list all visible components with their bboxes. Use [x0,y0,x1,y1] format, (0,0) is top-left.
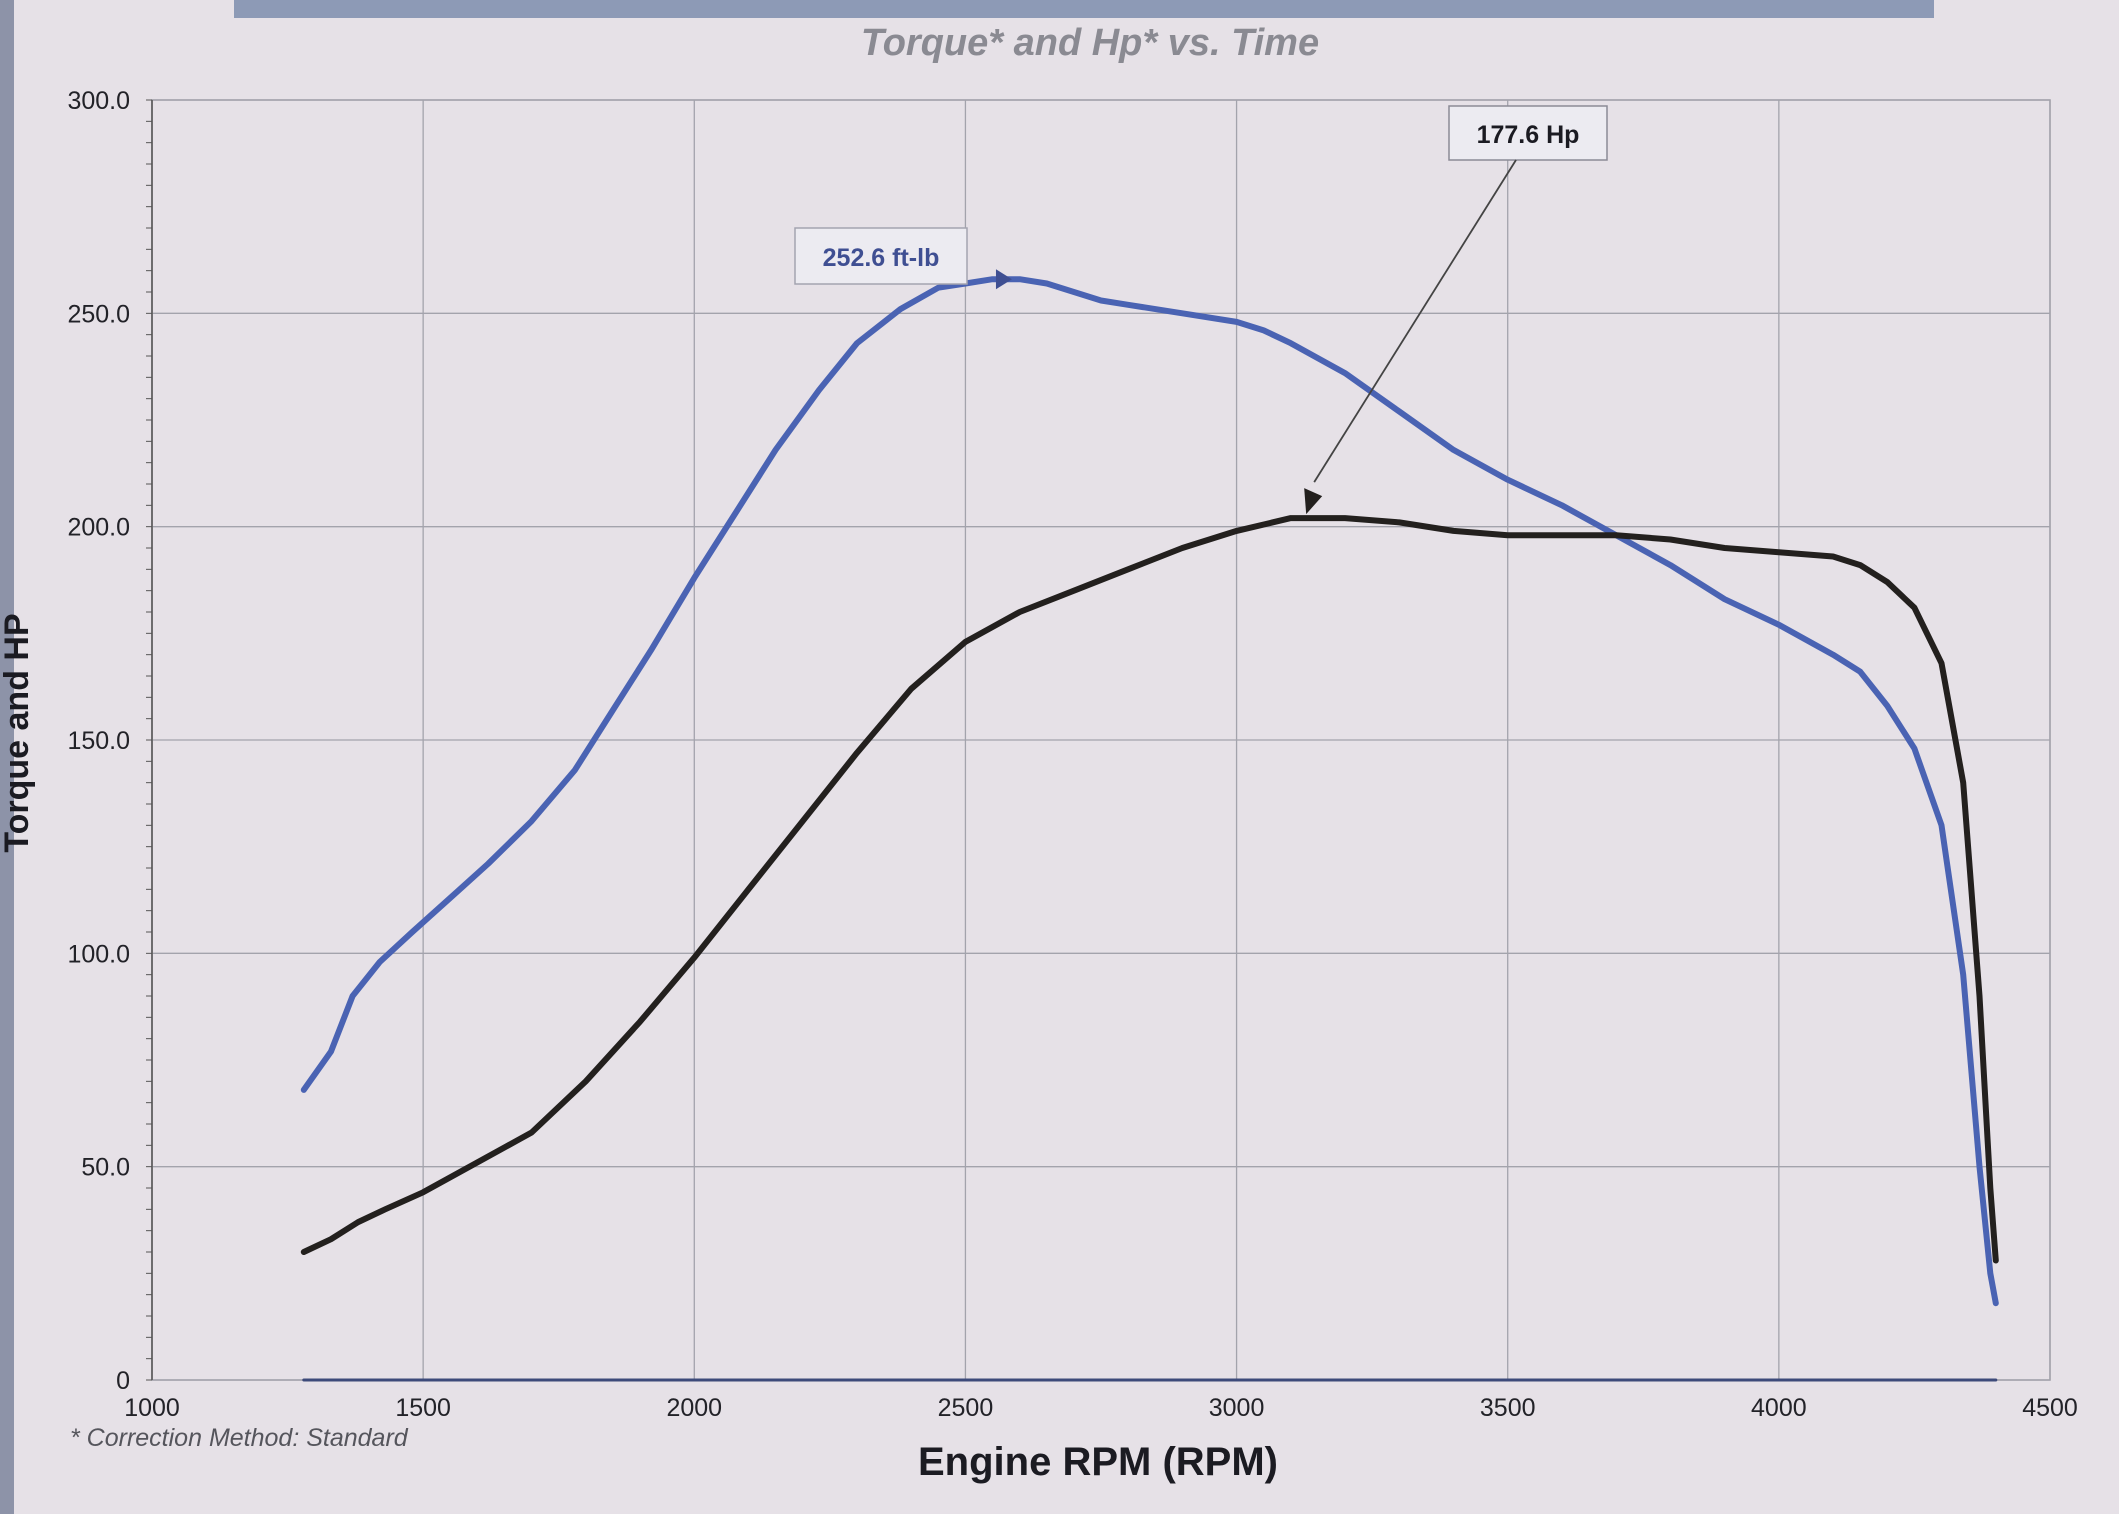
y-axis-title: Torque and HP [0,613,36,852]
y-tick-label: 50.0 [81,1154,130,1182]
torque-callout-arrow [995,269,1012,290]
x-tick-label: 1500 [395,1394,451,1422]
series-group [300,276,1999,1382]
x-axis-title: Engine RPM (RPM) [918,1440,1278,1484]
hp-callout-box [1448,105,1608,161]
y-tick-label: 0 [116,1367,130,1395]
hp-callout-leader [1313,159,1517,483]
callouts: 252.6 ft-lb 177.6 Hp [794,105,1608,515]
x-tick-label: 2500 [938,1394,994,1422]
y-tick-label: 200.0 [67,514,130,542]
x-tick-label: 3000 [1209,1394,1265,1422]
hp-callout-arrow [1304,488,1323,515]
x-tick-label: 3500 [1480,1394,1536,1422]
series-line-2 [300,515,1999,1264]
x-tick-label: 2000 [666,1394,722,1422]
y-tick-label: 150.0 [67,727,130,755]
y-tick-label: 300.0 [67,87,130,115]
tick-labels: 1000 1500 2000 2500 3000 3500 4000 4500 0 50.0 100… [67,87,2077,1422]
torque-callout-label: 252.6 ft-lb [823,244,940,272]
x-tick-label: 4500 [2022,1394,2078,1422]
grid [151,99,2051,1381]
axes [146,99,153,1381]
x-tick-label: 1000 [124,1394,180,1422]
paper-sheet [14,0,2119,1514]
correction-footnote: * Correction Method: Standard [70,1424,409,1452]
y-tick-label: 100.0 [67,940,130,968]
top-band [234,0,1934,18]
x-tick-label: 4000 [1751,1394,1807,1422]
torque-callout-box [794,227,968,285]
chart-title: Torque* and Hp* vs. Time [861,22,1319,64]
y-tick-label: 250.0 [67,300,130,328]
hp-callout-label: 177.6 Hp [1477,121,1580,149]
series-line-1 [300,276,1999,1307]
